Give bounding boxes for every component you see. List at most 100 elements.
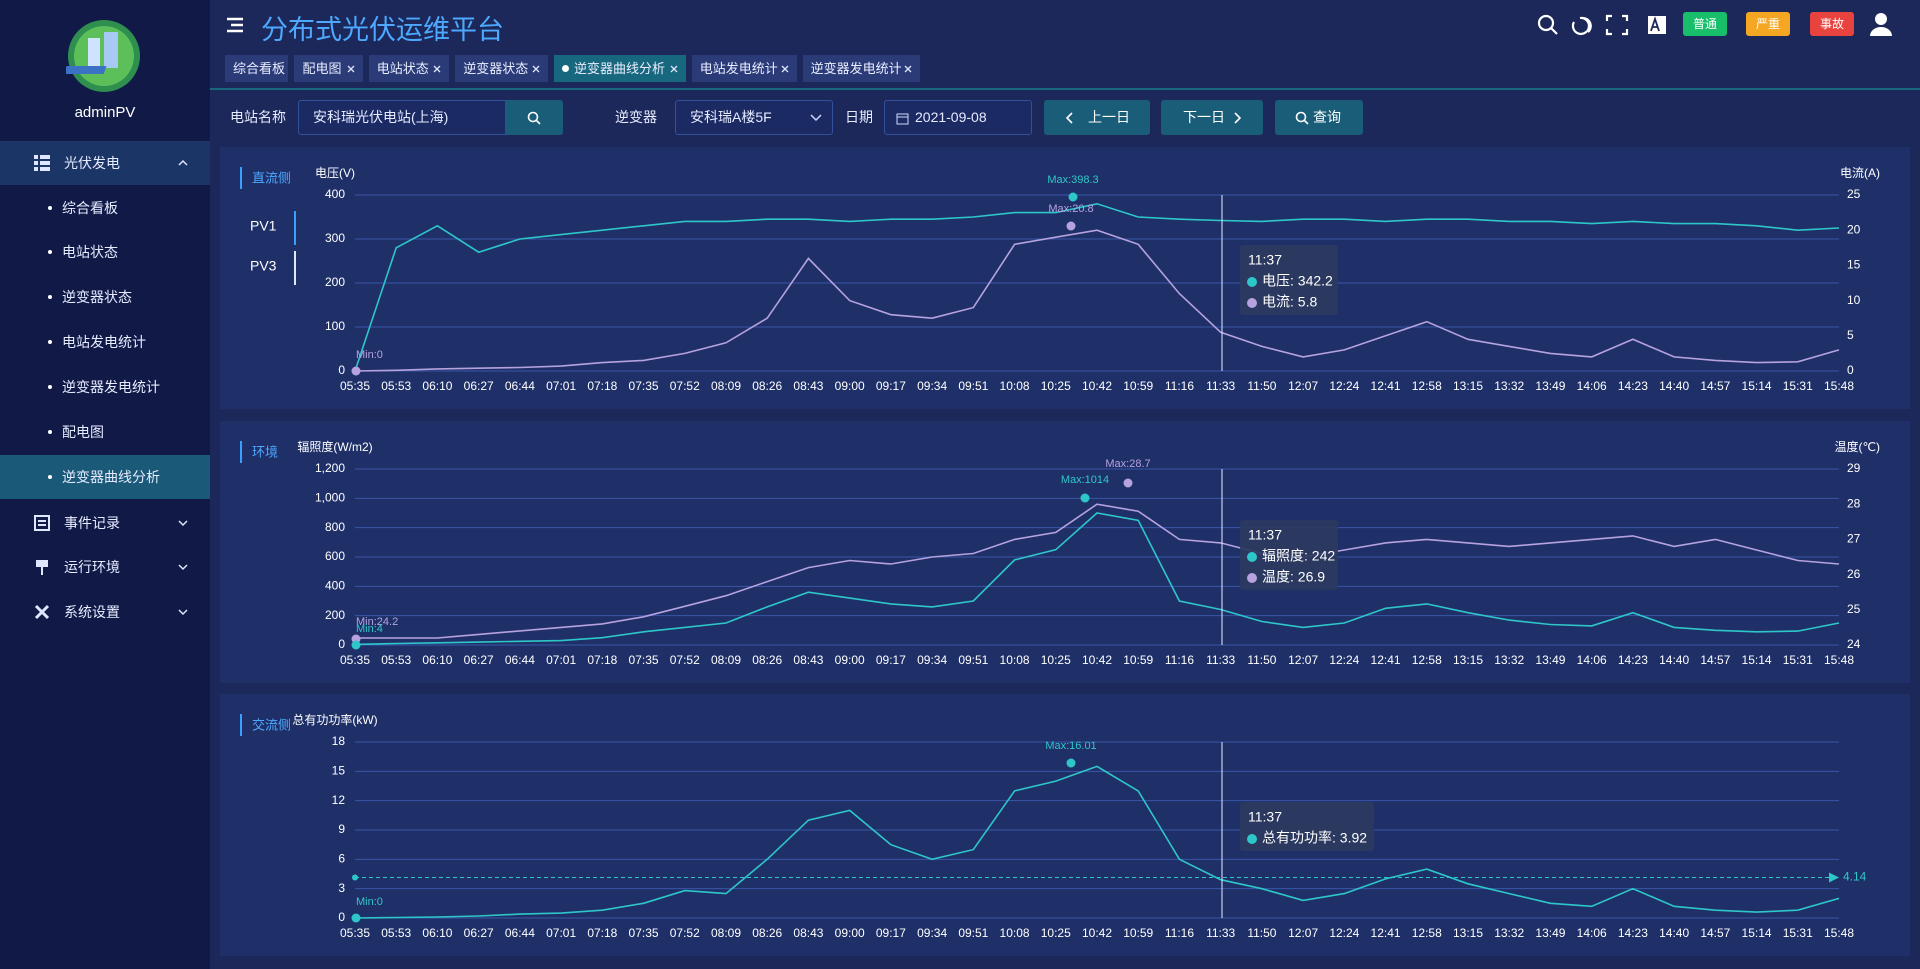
tooltip-title: 11:37 — [1248, 527, 1282, 543]
menu-label: 运行环境 — [64, 559, 120, 575]
tab[interactable]: 电站状态 — [368, 55, 450, 82]
tab[interactable]: 逆变器发电统计 — [802, 55, 920, 82]
tooltip-dot — [1247, 834, 1257, 844]
x-tick-label: 10:08 — [1000, 926, 1030, 940]
tooltip-item: 温度: 26.9 — [1262, 569, 1325, 585]
tab[interactable]: 综合看板 — [225, 55, 289, 82]
submenu-item[interactable]: 配电图 — [0, 410, 210, 454]
menu-item[interactable]: 系统设置 — [0, 590, 210, 634]
y2-tick-label: 29 — [1847, 461, 1861, 475]
x-tick-label: 13:49 — [1535, 926, 1565, 940]
x-tick-label: 09:00 — [835, 653, 865, 667]
submenu-item[interactable]: 电站状态 — [0, 230, 210, 274]
next-day-button[interactable]: 下一日 — [1161, 100, 1263, 135]
x-tick-label: 07:35 — [629, 926, 659, 940]
tab-close[interactable] — [433, 65, 441, 73]
badge-normal[interactable]: 普通 — [1683, 12, 1727, 36]
submenu-label: 逆变器发电统计 — [62, 379, 160, 395]
x-tick-label: 07:52 — [670, 926, 700, 940]
tooltip — [1240, 245, 1338, 315]
y-tick-label: 600 — [325, 549, 345, 563]
x-tick-label: 15:48 — [1824, 379, 1854, 393]
tab-close[interactable] — [670, 65, 678, 73]
y2-axis-label: 温度(℃) — [1835, 439, 1880, 454]
tooltip — [1240, 520, 1338, 590]
average-start — [352, 874, 358, 881]
x-tick-label: 07:01 — [546, 653, 576, 667]
input-value: 2021-09-08 — [915, 109, 987, 125]
tab[interactable]: 电站发电统计 — [691, 55, 797, 82]
submenu-item[interactable]: 电站发电统计 — [0, 320, 210, 364]
x-tick-label: 07:01 — [546, 926, 576, 940]
menu-item[interactable]: 运行环境 — [0, 545, 210, 589]
menu-toggle[interactable] — [226, 16, 244, 34]
y2-tick-label: 10 — [1847, 293, 1861, 307]
x-tick-label: 07:01 — [546, 379, 576, 393]
x-tick-label: 14:57 — [1700, 379, 1730, 393]
y-tick-label: 12 — [332, 793, 346, 807]
x-tick-label: 10:25 — [1041, 653, 1071, 667]
x-tick-label: 15:31 — [1783, 379, 1813, 393]
menu-item[interactable]: 光伏发电 — [0, 141, 210, 185]
x-tick-label: 15:14 — [1742, 653, 1772, 667]
x-tick-label: 10:59 — [1123, 926, 1153, 940]
x-tick-label: 08:26 — [752, 379, 782, 393]
y-tick-label: 200 — [325, 275, 345, 289]
sub-tab[interactable]: PV1 — [250, 218, 277, 234]
sub-tab[interactable]: PV3 — [250, 258, 277, 274]
panel-title: 交流侧 — [252, 717, 291, 732]
tab-close[interactable] — [904, 65, 912, 73]
x-tick-label: 13:32 — [1494, 653, 1524, 667]
x-tick-label: 15:14 — [1742, 379, 1772, 393]
y2-tick-label: 15 — [1847, 258, 1861, 272]
x-tick-label: 05:53 — [381, 379, 411, 393]
x-tick-label: 14:40 — [1659, 926, 1689, 940]
x-tick-label: 06:44 — [505, 653, 535, 667]
prev-day-button[interactable]: 上一日 — [1044, 100, 1150, 135]
search-button[interactable] — [505, 100, 563, 135]
submenu-item[interactable]: 逆变器发电统计 — [0, 365, 210, 409]
submenu-item[interactable]: 综合看板 — [0, 186, 210, 230]
close-icon — [904, 65, 912, 73]
tab-close[interactable] — [781, 65, 789, 73]
x-tick-label: 11:16 — [1165, 926, 1194, 940]
tab-close[interactable] — [347, 65, 355, 73]
series-line — [355, 503, 1840, 639]
badge-accident[interactable]: 事故 — [1810, 12, 1854, 36]
x-tick-label: 10:08 — [1000, 379, 1030, 393]
annotation-point — [1066, 221, 1076, 231]
tab[interactable]: 逆变器状态 — [455, 55, 548, 82]
filter-label: 电站名称 — [230, 109, 286, 125]
y-tick-label: 0 — [338, 637, 345, 651]
filter-label: 日期 — [845, 109, 873, 125]
date-input[interactable]: 2021-09-08 — [884, 100, 1032, 135]
chevron — [810, 114, 822, 122]
submenu-item-active[interactable]: 逆变器曲线分析 — [0, 455, 210, 499]
x-tick-label: 11:33 — [1206, 653, 1235, 667]
x-tick-label: 07:35 — [629, 379, 659, 393]
submenu-item[interactable]: 逆变器状态 — [0, 275, 210, 319]
chart-panel: 交流侧 总有功功率(kW) 0 3 6 9 12 15 18 05:35 05:53 06:10 06:… — [220, 694, 1910, 956]
inverter-select[interactable]: 安科瑞A楼5F — [675, 100, 833, 135]
tab[interactable]: 配电图 — [294, 55, 363, 82]
tooltip-dot — [1247, 552, 1257, 562]
x-tick-label: 11:50 — [1247, 653, 1276, 667]
submenu-label: 电站发电统计 — [62, 334, 146, 350]
annotation: Min:0 — [356, 896, 383, 908]
x-tick-label: 10:59 — [1123, 653, 1153, 667]
annotation-point — [351, 913, 361, 923]
menu-item[interactable]: 事件记录 — [0, 501, 210, 545]
x-tick-label: 09:51 — [958, 653, 988, 667]
x-tick-label: 08:43 — [793, 926, 823, 940]
query-button[interactable]: 查询 — [1275, 100, 1363, 135]
x-tick-label: 14:06 — [1577, 653, 1607, 667]
close-icon — [670, 65, 678, 73]
x-tick-label: 09:34 — [917, 926, 947, 940]
badge-serious[interactable]: 严重 — [1746, 12, 1790, 36]
user-icon[interactable] — [1870, 12, 1892, 36]
tab-active[interactable]: 逆变器曲线分析 — [554, 55, 686, 82]
annotation-point — [351, 640, 361, 650]
tab-close[interactable] — [532, 65, 540, 73]
select-value: 安科瑞A楼5F — [690, 109, 772, 125]
tooltip-title: 11:37 — [1248, 809, 1282, 825]
